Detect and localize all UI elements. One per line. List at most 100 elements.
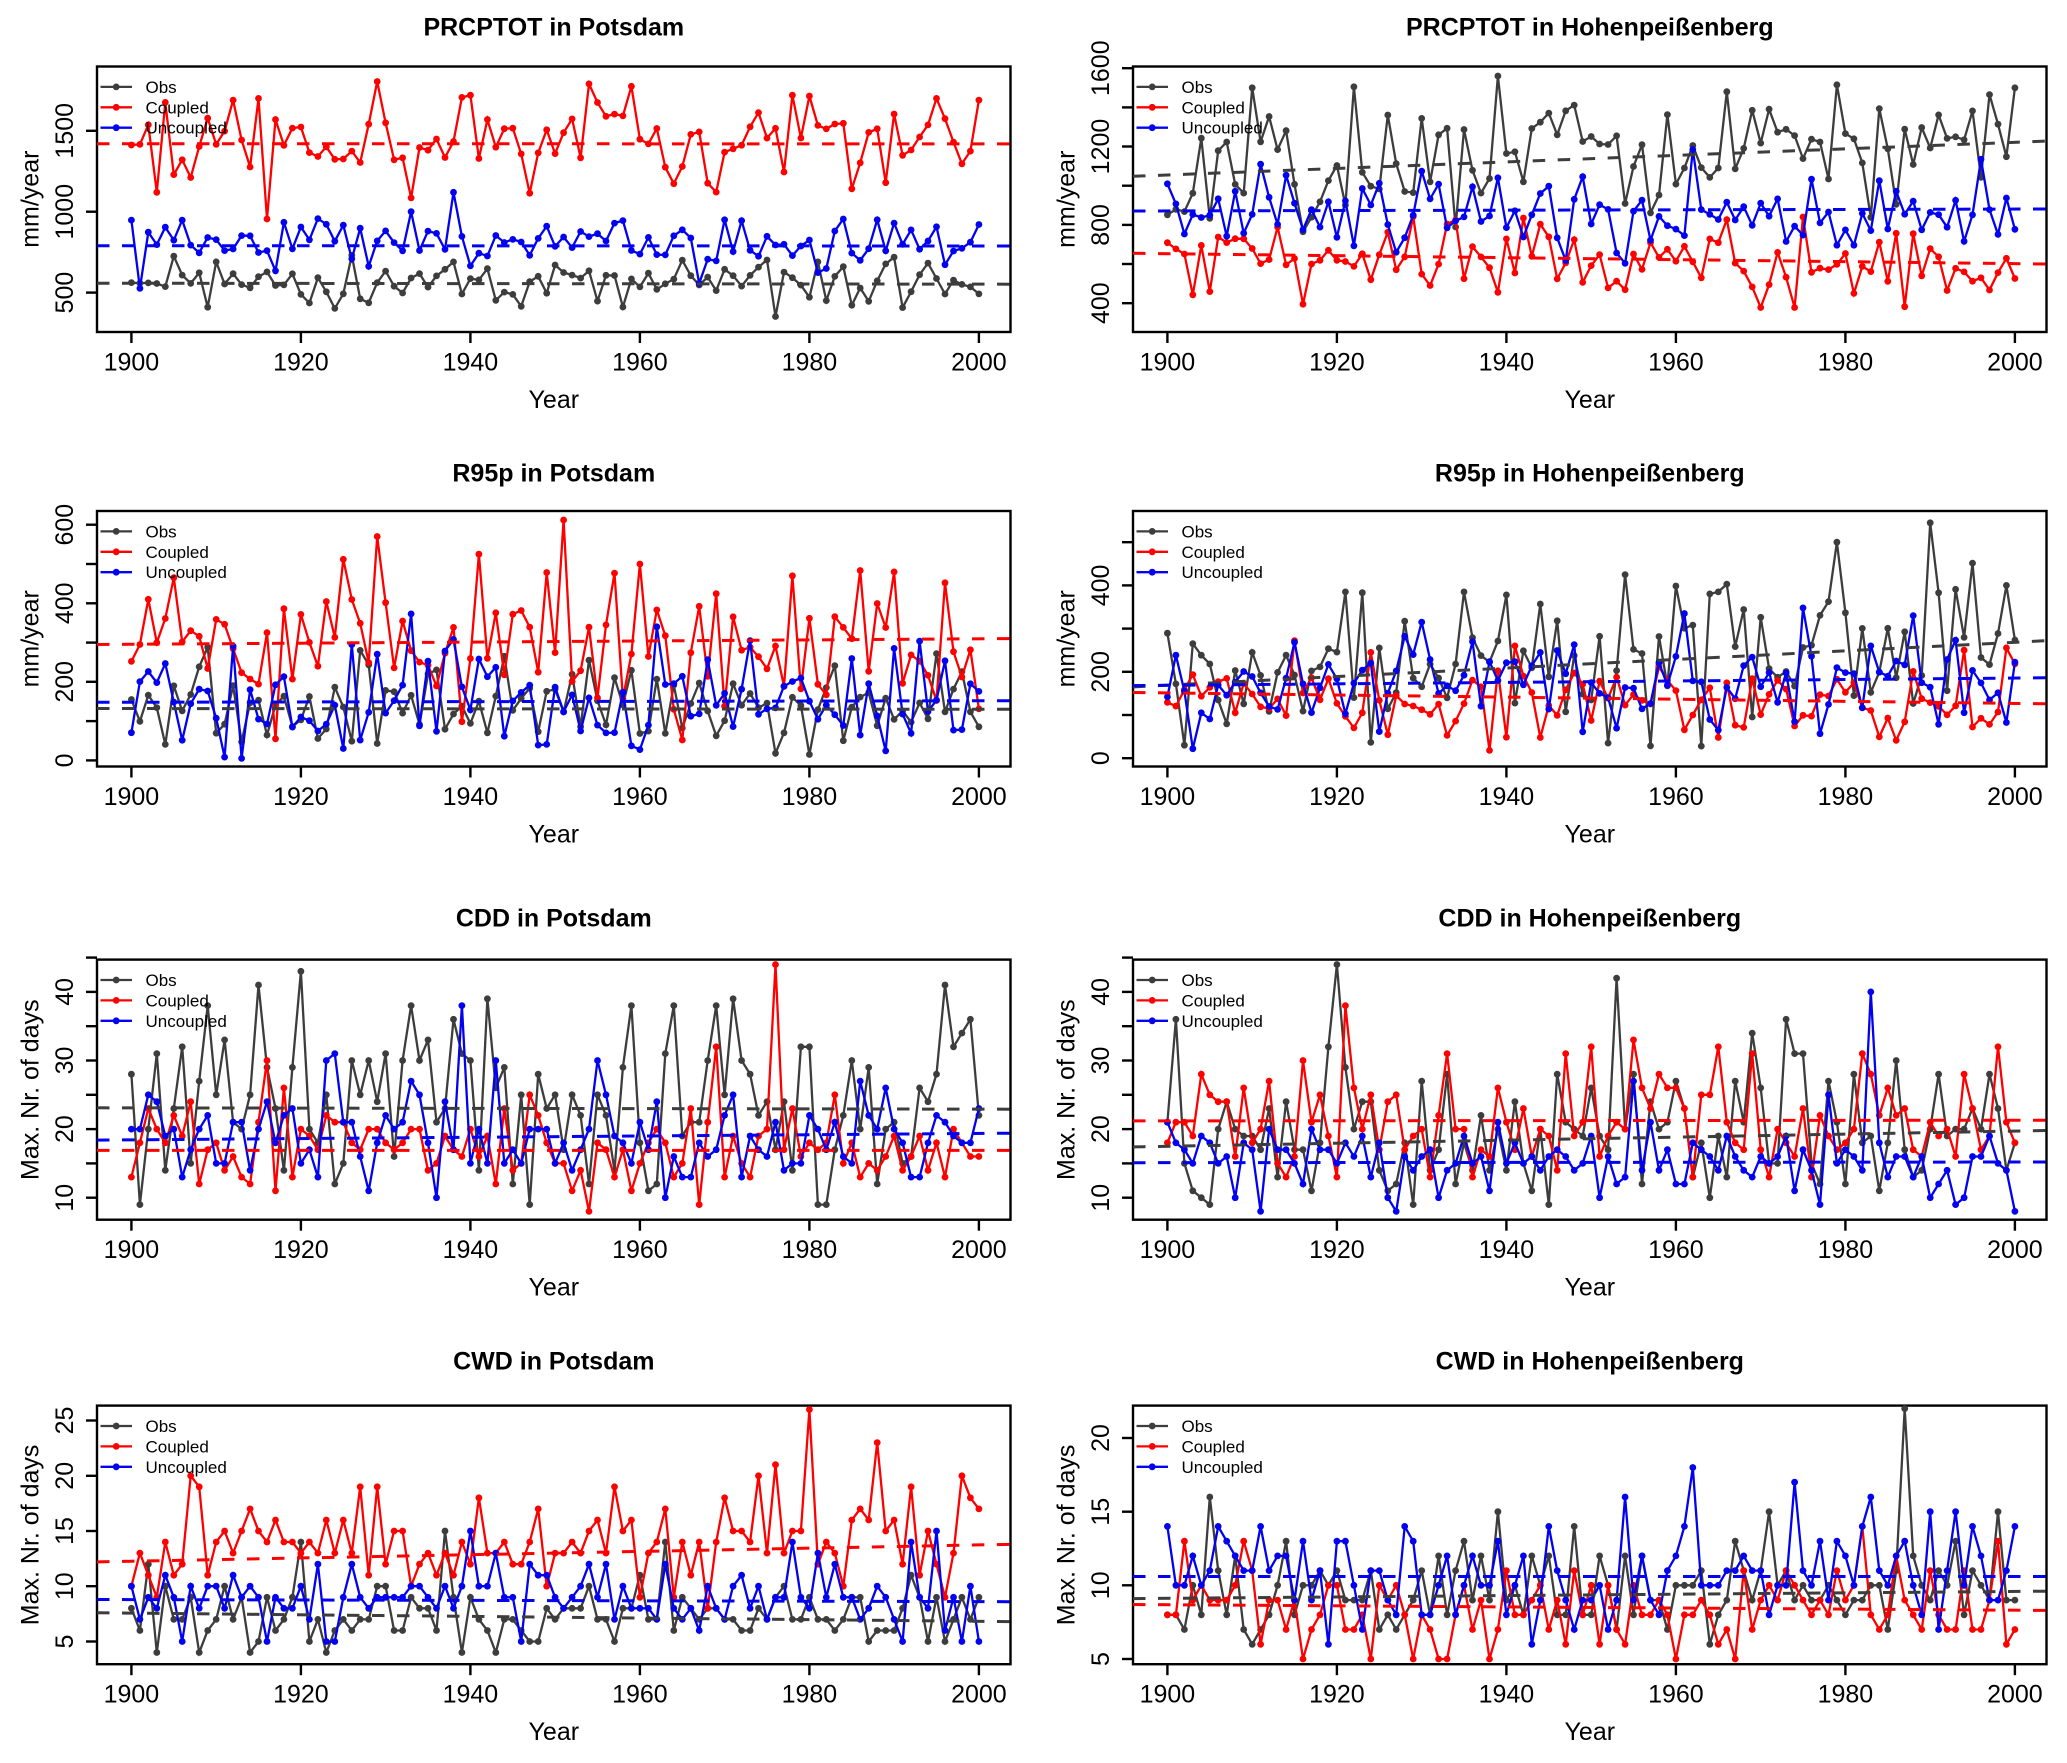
svg-text:Uncoupled: Uncoupled bbox=[1182, 563, 1263, 582]
svg-text:PRCPTOT in Hohenpeißenberg: PRCPTOT in Hohenpeißenberg bbox=[1406, 13, 1774, 41]
svg-text:Max. Nr. of days: Max. Nr. of days bbox=[1053, 999, 1081, 1180]
svg-text:1940: 1940 bbox=[443, 1681, 499, 1709]
svg-text:400: 400 bbox=[51, 582, 79, 624]
svg-text:600: 600 bbox=[51, 504, 79, 546]
svg-text:1900: 1900 bbox=[1140, 1681, 1196, 1709]
svg-text:R95p in Potsdam: R95p in Potsdam bbox=[452, 459, 655, 487]
svg-text:Max. Nr. of days: Max. Nr. of days bbox=[1053, 1445, 1081, 1626]
svg-text:1960: 1960 bbox=[612, 1236, 668, 1264]
svg-text:1940: 1940 bbox=[1479, 1236, 1535, 1264]
svg-text:Obs: Obs bbox=[146, 971, 177, 990]
svg-text:Coupled: Coupled bbox=[146, 1437, 209, 1456]
svg-text:Uncoupled: Uncoupled bbox=[1182, 119, 1263, 138]
svg-text:Coupled: Coupled bbox=[1182, 543, 1245, 562]
svg-text:20: 20 bbox=[1087, 1115, 1115, 1143]
svg-text:1900: 1900 bbox=[104, 1236, 160, 1264]
svg-text:1980: 1980 bbox=[1818, 1681, 1874, 1709]
svg-text:1960: 1960 bbox=[1648, 1681, 1704, 1709]
svg-text:Coupled: Coupled bbox=[146, 991, 209, 1010]
svg-text:mm/year: mm/year bbox=[1053, 151, 1081, 248]
svg-text:400: 400 bbox=[1087, 282, 1115, 324]
svg-text:mm/year: mm/year bbox=[17, 151, 45, 248]
svg-text:Year: Year bbox=[529, 1718, 580, 1746]
svg-text:10: 10 bbox=[51, 1572, 79, 1600]
svg-text:30: 30 bbox=[1087, 1047, 1115, 1075]
svg-text:1940: 1940 bbox=[443, 783, 499, 811]
svg-text:Coupled: Coupled bbox=[146, 543, 209, 562]
svg-text:2000: 2000 bbox=[1987, 1681, 2043, 1709]
svg-text:0: 0 bbox=[1087, 751, 1115, 765]
svg-text:400: 400 bbox=[1087, 565, 1115, 607]
svg-text:200: 200 bbox=[1087, 651, 1115, 693]
svg-text:Uncoupled: Uncoupled bbox=[1182, 1012, 1263, 1031]
svg-text:500: 500 bbox=[51, 272, 79, 314]
svg-text:1960: 1960 bbox=[1648, 783, 1704, 811]
svg-text:R95p in Hohenpeißenberg: R95p in Hohenpeißenberg bbox=[1435, 459, 1745, 487]
svg-text:1940: 1940 bbox=[1479, 1681, 1535, 1709]
svg-text:1960: 1960 bbox=[1648, 349, 1704, 377]
svg-text:40: 40 bbox=[51, 978, 79, 1006]
svg-text:1900: 1900 bbox=[1140, 349, 1196, 377]
svg-text:Coupled: Coupled bbox=[1182, 991, 1245, 1010]
svg-text:Year: Year bbox=[1565, 386, 1616, 414]
svg-text:PRCPTOT in Potsdam: PRCPTOT in Potsdam bbox=[423, 13, 684, 41]
svg-text:2000: 2000 bbox=[951, 1681, 1007, 1709]
svg-text:Uncoupled: Uncoupled bbox=[1182, 1458, 1263, 1477]
svg-text:20: 20 bbox=[1087, 1424, 1115, 1452]
svg-text:15: 15 bbox=[1087, 1498, 1115, 1526]
svg-text:1920: 1920 bbox=[1309, 1681, 1365, 1709]
svg-text:2000: 2000 bbox=[1987, 1236, 2043, 1264]
svg-text:Obs: Obs bbox=[146, 522, 177, 541]
svg-text:Obs: Obs bbox=[146, 1417, 177, 1436]
svg-text:Coupled: Coupled bbox=[1182, 98, 1245, 117]
svg-text:Year: Year bbox=[529, 821, 580, 849]
svg-text:CDD in Hohenpeißenberg: CDD in Hohenpeißenberg bbox=[1438, 905, 1741, 933]
svg-text:2000: 2000 bbox=[1987, 349, 2043, 377]
svg-text:30: 30 bbox=[51, 1047, 79, 1075]
svg-text:40: 40 bbox=[1087, 978, 1115, 1006]
svg-text:2000: 2000 bbox=[951, 783, 1007, 811]
svg-text:Max. Nr. of days: Max. Nr. of days bbox=[17, 999, 45, 1180]
svg-text:1600: 1600 bbox=[1087, 40, 1115, 96]
svg-text:20: 20 bbox=[51, 1462, 79, 1490]
svg-text:Obs: Obs bbox=[1182, 522, 1213, 541]
svg-text:mm/year: mm/year bbox=[1053, 590, 1081, 687]
svg-text:1920: 1920 bbox=[1309, 1236, 1365, 1264]
svg-text:CDD in Potsdam: CDD in Potsdam bbox=[456, 905, 652, 933]
svg-text:1960: 1960 bbox=[612, 783, 668, 811]
svg-text:Uncoupled: Uncoupled bbox=[146, 563, 227, 582]
svg-text:1960: 1960 bbox=[1648, 1236, 1704, 1264]
svg-text:1980: 1980 bbox=[782, 349, 838, 377]
svg-text:1900: 1900 bbox=[1140, 1236, 1196, 1264]
svg-text:1980: 1980 bbox=[782, 1681, 838, 1709]
svg-text:Max. Nr. of days: Max. Nr. of days bbox=[17, 1445, 45, 1626]
svg-text:Obs: Obs bbox=[1182, 78, 1213, 97]
svg-text:2000: 2000 bbox=[1987, 783, 2043, 811]
svg-text:1980: 1980 bbox=[782, 783, 838, 811]
svg-text:1980: 1980 bbox=[782, 1236, 838, 1264]
svg-text:1920: 1920 bbox=[1309, 349, 1365, 377]
svg-text:Obs: Obs bbox=[1182, 971, 1213, 990]
svg-text:1960: 1960 bbox=[612, 1681, 668, 1709]
svg-text:Year: Year bbox=[529, 1274, 580, 1302]
svg-text:1960: 1960 bbox=[612, 349, 668, 377]
svg-text:1920: 1920 bbox=[273, 349, 329, 377]
svg-text:Uncoupled: Uncoupled bbox=[146, 119, 227, 138]
svg-text:Coupled: Coupled bbox=[146, 98, 209, 117]
svg-text:Year: Year bbox=[1565, 1718, 1616, 1746]
svg-text:Coupled: Coupled bbox=[1182, 1437, 1245, 1456]
svg-text:1940: 1940 bbox=[1479, 783, 1535, 811]
svg-text:800: 800 bbox=[1087, 204, 1115, 246]
svg-text:1940: 1940 bbox=[443, 349, 499, 377]
svg-text:2000: 2000 bbox=[951, 1236, 1007, 1264]
svg-text:CWD in Hohenpeißenberg: CWD in Hohenpeißenberg bbox=[1436, 1347, 1744, 1375]
svg-text:CWD in Potsdam: CWD in Potsdam bbox=[453, 1347, 654, 1375]
svg-text:Year: Year bbox=[1565, 1274, 1616, 1302]
svg-text:1200: 1200 bbox=[1087, 119, 1115, 175]
svg-text:1900: 1900 bbox=[104, 1681, 160, 1709]
svg-text:10: 10 bbox=[1087, 1184, 1115, 1212]
svg-text:25: 25 bbox=[51, 1407, 79, 1435]
svg-text:15: 15 bbox=[51, 1517, 79, 1545]
svg-text:1500: 1500 bbox=[51, 103, 79, 159]
svg-text:20: 20 bbox=[51, 1115, 79, 1143]
